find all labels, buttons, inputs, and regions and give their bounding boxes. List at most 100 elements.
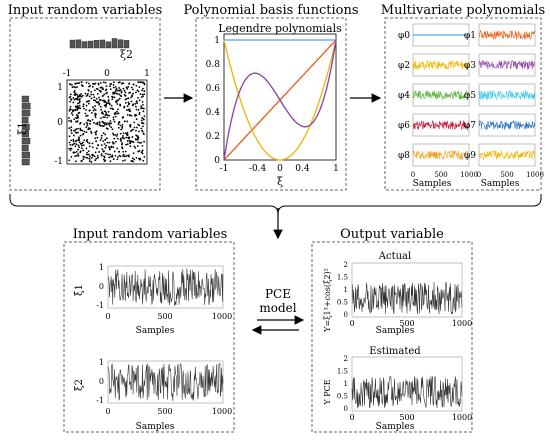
scatter-point [117,126,120,129]
scatter-point [107,110,110,113]
scatter-point [103,110,106,113]
scatter-point [96,136,99,139]
scatter-point [111,141,114,144]
scatter-point [94,82,97,85]
scatter-point [99,105,102,108]
scatter-point [78,137,80,140]
scatter-point [104,138,107,141]
scatter-point [85,153,88,156]
scatter-point [116,103,119,105]
y-tick: 0 [214,156,220,166]
scatter-point [116,110,118,113]
scatter-point [139,81,141,84]
scatter-point [94,116,97,118]
scatter-point [140,119,143,122]
scatter-point [69,108,72,111]
hist-bar [21,116,29,124]
scatter-point [77,144,80,147]
scatter-point [120,90,123,93]
scatter-point [92,154,95,157]
scatter-point [141,101,144,103]
scatter-point [75,106,78,109]
scatter-point [68,141,71,144]
scatter-point [70,112,73,115]
scatter-point [74,131,77,134]
scatter-point [77,154,80,157]
scatter-point [108,124,111,127]
scatter-point [107,128,109,130]
scatter-point [121,143,123,146]
scatter-point [125,136,128,139]
scatter-point [106,141,109,144]
scatter-point [74,108,77,111]
scatter-point [87,153,90,156]
scatter-point [112,142,115,145]
scatter-point [117,108,119,111]
x-tick: 500 [500,171,513,179]
scatter-point [100,137,103,139]
pce-model: PCE model [251,287,305,335]
scatter-point [129,142,132,145]
scatter-point [91,112,93,114]
phi-label: φ8 [398,151,410,161]
scatter-point [85,100,88,103]
phi-label: φ3 [464,61,476,71]
scatter-point [142,103,144,106]
scatter-point [105,112,108,114]
scatter-point [134,103,137,105]
scatter-point [135,129,137,132]
scatter-point [135,108,138,111]
scatter-point [103,104,106,107]
scatter-point [126,113,129,116]
scatter-point [133,126,136,129]
scatter-point [125,86,128,89]
hist-bar [105,41,112,49]
scatter-point [124,98,127,101]
scatter-point [140,151,143,154]
y-tick: 1 [99,263,104,272]
signal-line [412,89,470,101]
scatter-point [125,143,127,146]
scatter-point [76,120,79,123]
y-tick: 1.5 [337,274,348,282]
scatter-point [95,87,98,90]
scatter-point [117,156,119,159]
input-signal-xi2: 10-10 500 1000 [96,358,232,416]
scatter-point [143,115,146,118]
signal-line [351,375,463,409]
scatter-point [134,138,137,140]
scatter-point [127,108,130,111]
scatter-point [114,90,117,93]
scatter-point [78,136,80,139]
scatter-point [85,121,88,124]
scatter-point [139,158,141,161]
scatter-point [104,81,107,84]
scatter-point [94,137,97,140]
scatter-point [80,81,83,84]
scatter-point [90,97,93,100]
scatter-point [113,150,116,153]
x-tick: 1 [333,164,339,174]
scatter-point [82,155,85,158]
scatter-point [103,101,106,104]
scatter-point [87,127,90,129]
scatter-point [120,91,123,94]
scatter-point [70,129,73,132]
scatter-point [132,103,135,106]
scatter-point [112,146,115,149]
scatter-point [124,101,127,104]
scatter-point [80,160,83,162]
scatter-point [79,122,81,125]
scatter-point [81,144,83,147]
scatter-point [102,116,105,119]
scatter-point [76,105,79,107]
scatter-point [77,148,79,151]
actual-label: Actual [378,251,411,262]
scatter-point [119,138,122,141]
scatter-point [120,95,123,98]
scatter-point [101,87,104,90]
scatter-point [89,120,91,122]
scatter-point [80,84,83,86]
scatter-point [99,82,102,84]
x-tick: -0.4 [249,164,267,174]
